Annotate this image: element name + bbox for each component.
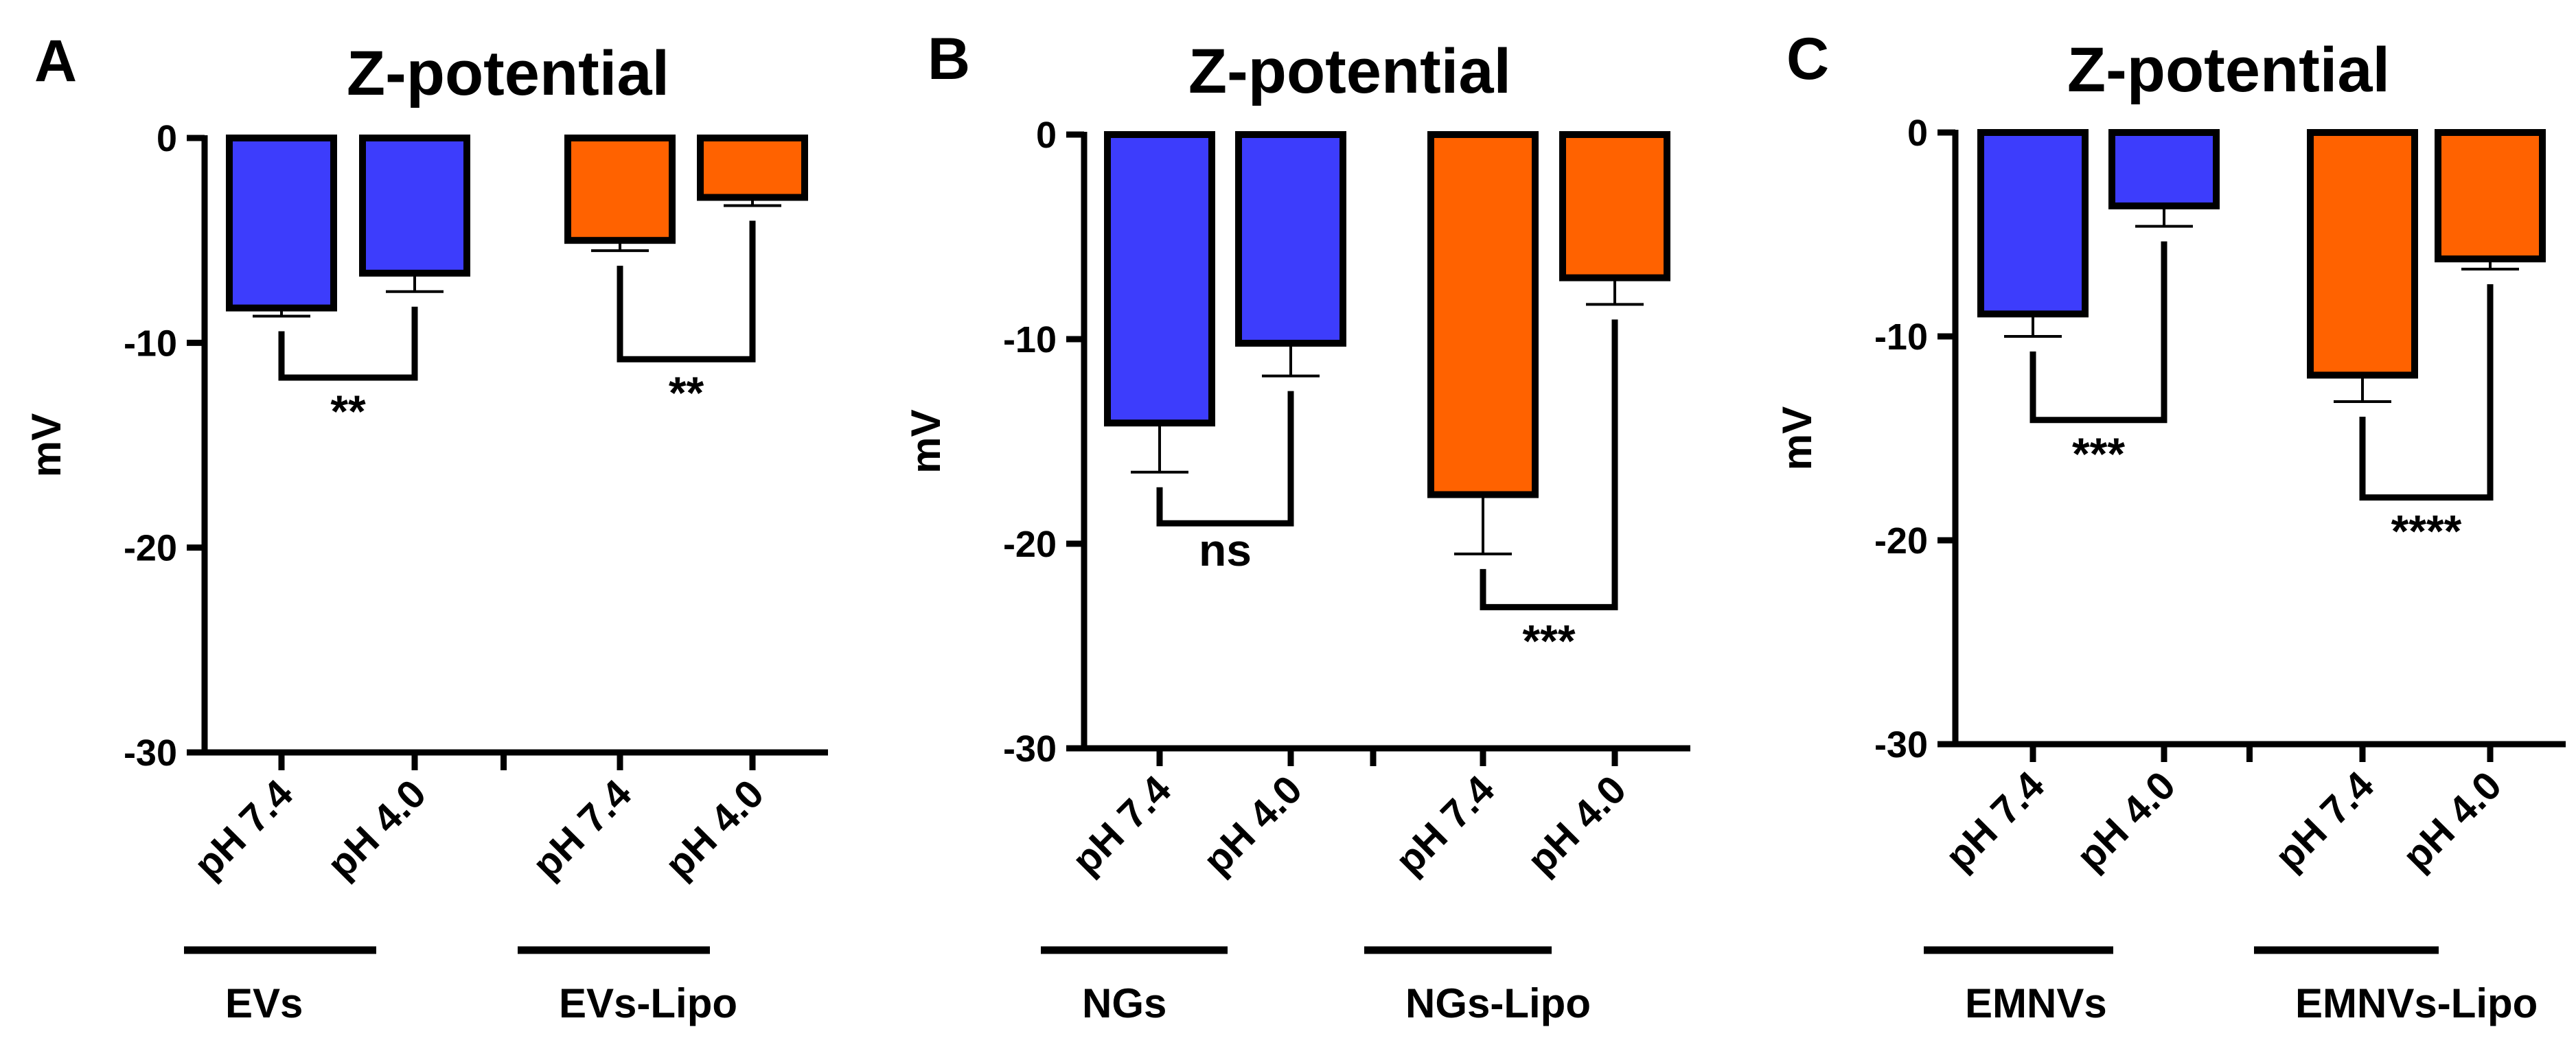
- significance-bracket: [617, 220, 756, 362]
- x-tick-label: pH 7.4: [185, 771, 301, 887]
- x-tick-label: pH 4.0: [1519, 767, 1635, 883]
- significance-bracket: [1480, 319, 1618, 610]
- significance-label: ***: [2072, 428, 2125, 479]
- x-tick-label: pH 4.0: [319, 771, 435, 887]
- x-tick-label: pH 4.0: [1195, 767, 1311, 883]
- x-tick-label: pH 4.0: [2068, 763, 2184, 879]
- y-tick-label: -10: [124, 323, 177, 364]
- bar: [1977, 129, 2089, 318]
- bar: [1104, 131, 1215, 427]
- significance-bracket: [278, 306, 418, 381]
- x-tick-label: pH 4.0: [656, 771, 772, 887]
- y-axis-label: mV: [903, 409, 949, 473]
- y-tick-label: 0: [1907, 113, 1928, 154]
- y-tick-label: -20: [1874, 520, 1928, 562]
- chart-title: Z-potential: [347, 38, 669, 108]
- group-label: NGs-Lipo: [1405, 980, 1591, 1026]
- bar: [1559, 131, 1670, 281]
- chart-title: Z-potential: [2067, 35, 2390, 105]
- y-axis-label: mV: [23, 413, 69, 477]
- bar: [226, 135, 337, 312]
- y-tick-label: -20: [1003, 524, 1057, 565]
- bar: [2307, 129, 2418, 379]
- y-tick-label: -30: [1874, 724, 1928, 765]
- panel-letter: A: [34, 28, 77, 94]
- y-tick-label: -20: [124, 528, 177, 569]
- group-label: EVs-Lipo: [559, 980, 737, 1026]
- bar: [564, 135, 676, 244]
- x-tick-label: pH 7.4: [1387, 767, 1503, 883]
- significance-label: ***: [1522, 615, 1575, 666]
- y-tick-label: -10: [1874, 316, 1928, 358]
- significance-label: **: [669, 367, 704, 418]
- significance-label: ns: [1199, 524, 1252, 575]
- significance-label: **: [330, 386, 366, 437]
- y-tick-label: -10: [1003, 319, 1057, 360]
- group-label: EMNVs-Lipo: [2295, 980, 2538, 1026]
- group-label: NGs: [1082, 980, 1166, 1026]
- y-tick-label: -30: [124, 733, 177, 774]
- panel-letter: C: [1786, 26, 1829, 92]
- significance-bracket: [1156, 391, 1294, 527]
- x-tick-label: pH 7.4: [1937, 763, 2053, 879]
- bar: [697, 135, 808, 201]
- significance-label: ****: [2391, 506, 2462, 557]
- bar: [2435, 129, 2546, 263]
- y-tick-label: -30: [1003, 728, 1057, 770]
- x-tick-label: pH 7.4: [524, 771, 640, 887]
- bar: [2108, 129, 2220, 209]
- y-tick-label: 0: [157, 118, 177, 159]
- x-tick-label: pH 7.4: [1063, 767, 1180, 883]
- bar: [359, 135, 470, 277]
- panel-letter: B: [928, 26, 970, 92]
- x-tick-label: pH 4.0: [2394, 763, 2510, 879]
- group-label: EMNVs: [1965, 980, 2107, 1026]
- significance-bracket: [2359, 284, 2494, 501]
- significance-bracket: [2029, 241, 2167, 424]
- y-axis-label: mV: [1774, 406, 1820, 470]
- x-tick-label: pH 7.4: [2266, 763, 2382, 879]
- group-label: EVs: [225, 980, 303, 1026]
- bar: [1235, 131, 1346, 347]
- chart-title: Z-potential: [1188, 36, 1511, 106]
- bar: [1427, 131, 1539, 498]
- y-tick-label: 0: [1036, 115, 1057, 156]
